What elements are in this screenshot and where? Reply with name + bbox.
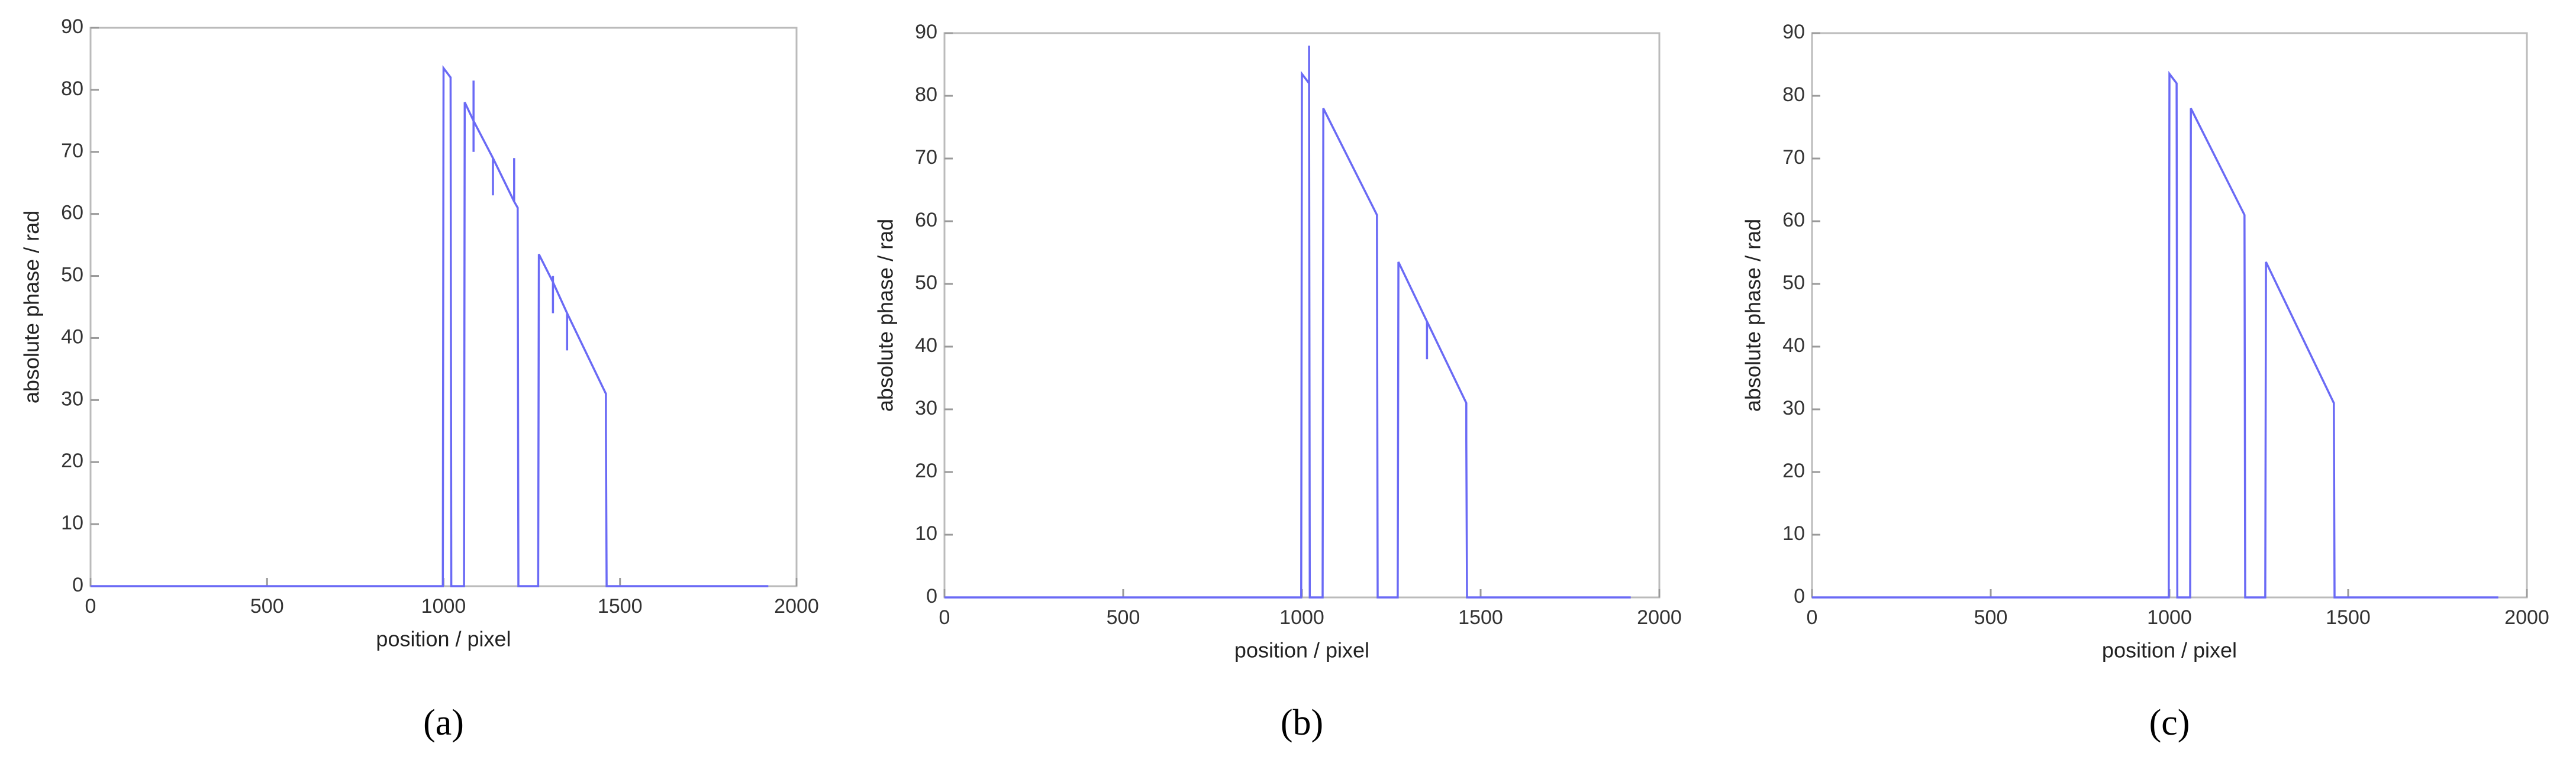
x-tick-label: 1000 [421,595,466,618]
y-tick-label: 40 [1782,334,1805,357]
x-tick-label: 1000 [2147,606,2192,629]
y-tick-label: 10 [61,512,83,534]
y-axis-label: absolute phase / rad [1741,219,1765,412]
y-tick-label: 70 [915,146,937,169]
y-tick-label: 70 [1782,146,1805,169]
y-tick-label: 70 [61,140,83,162]
y-tick-label: 80 [915,83,937,106]
x-tick-label: 2000 [1637,606,1682,629]
x-tick-label: 0 [1807,606,1818,629]
y-tick-label: 0 [72,574,83,596]
data-line [91,65,769,587]
data-line [1812,70,2498,599]
caption: (b) [1281,703,1323,743]
y-tick-label: 20 [915,460,937,482]
y-tick-label: 90 [1782,21,1805,43]
y-tick-label: 60 [1782,209,1805,231]
x-tick-label: 1500 [2326,606,2371,629]
y-tick-label: 30 [1782,397,1805,419]
x-axis-label: position / pixel [376,627,511,651]
y-tick-label: 60 [61,202,83,224]
caption: (c) [2149,703,2190,743]
y-tick-label: 80 [1782,83,1805,106]
y-tick-label: 50 [915,272,937,294]
x-tick-label: 1500 [1458,606,1503,629]
x-tick-label: 1000 [1279,606,1324,629]
caption: (a) [423,703,464,743]
y-tick-label: 20 [61,450,83,472]
x-tick-label: 500 [1107,606,1140,629]
y-tick-label: 90 [61,15,83,38]
y-tick-label: 40 [61,325,83,348]
y-tick-label: 20 [1782,460,1805,482]
x-tick-label: 2000 [774,595,819,618]
x-tick-label: 2000 [2504,606,2549,629]
x-tick-label: 500 [1974,606,2008,629]
data-line [944,46,1631,599]
y-tick-label: 60 [915,209,937,231]
y-tick-label: 0 [926,585,937,607]
y-tick-label: 30 [61,387,83,410]
x-axis-label: position / pixel [2102,638,2237,662]
y-tick-label: 50 [1782,272,1805,294]
x-tick-label: 0 [939,606,950,629]
y-tick-label: 0 [1794,585,1805,607]
y-axis-label: absolute phase / rad [20,211,44,403]
y-tick-label: 50 [61,264,83,286]
y-axis-label: absolute phase / rad [873,219,898,412]
x-axis-label: position / pixel [1234,638,1369,662]
y-tick-label: 10 [915,522,937,545]
y-tick-label: 40 [915,334,937,357]
y-tick-label: 90 [915,21,937,43]
x-tick-label: 0 [85,595,96,618]
x-tick-label: 1500 [598,595,643,618]
y-tick-label: 80 [61,77,83,100]
x-tick-label: 500 [250,595,284,618]
y-tick-label: 10 [1782,522,1805,545]
y-tick-label: 30 [915,397,937,419]
